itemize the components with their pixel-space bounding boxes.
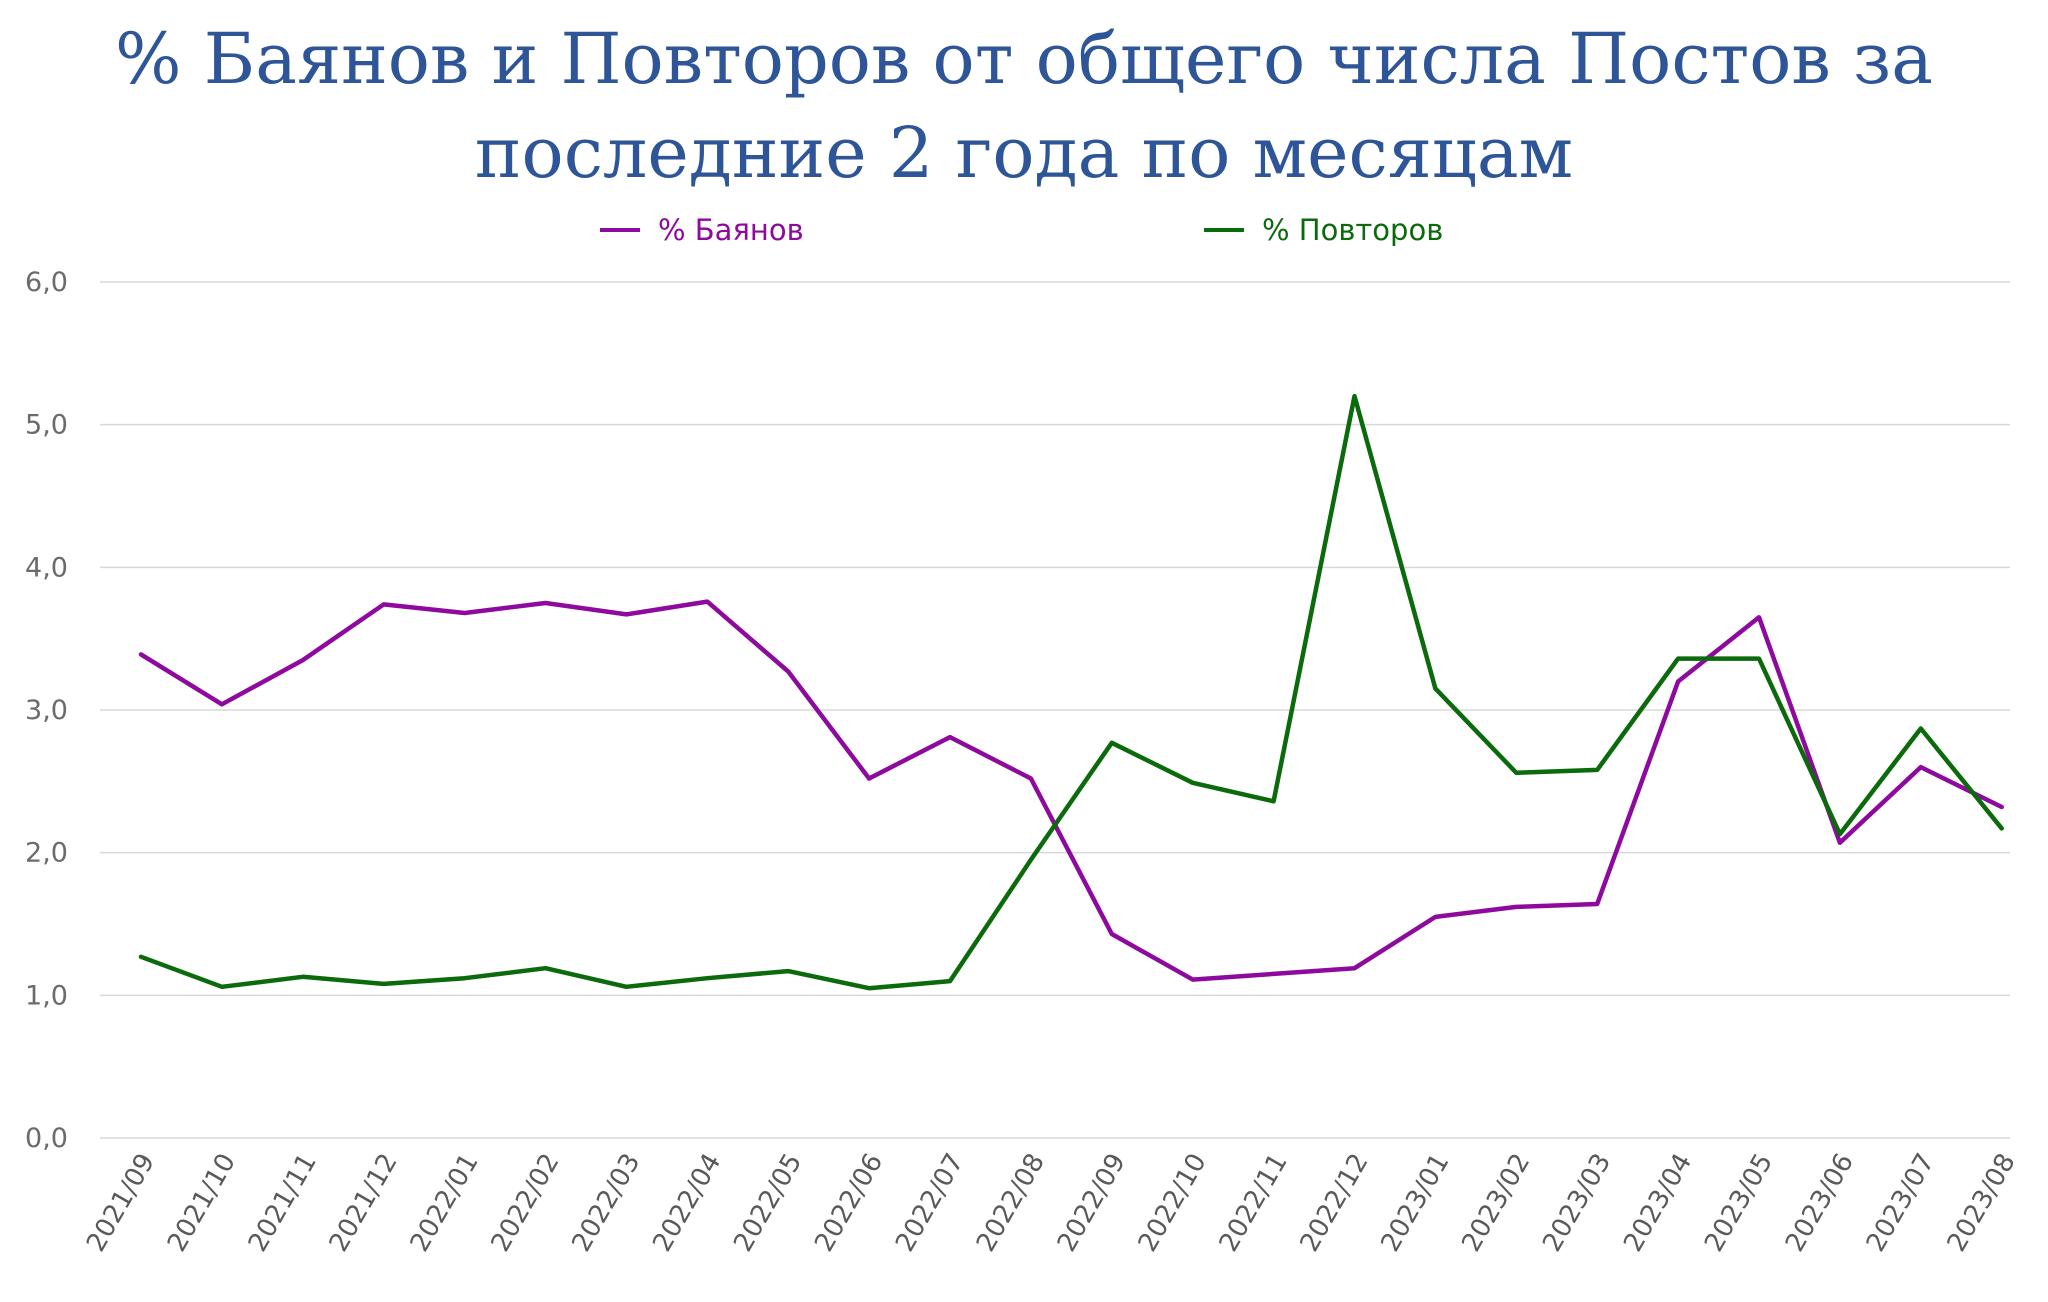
legend-label-repeats: % Повторов [1262, 213, 1444, 247]
x-tick-label-7: 2022/04 [647, 1149, 727, 1258]
x-tick-label-0: 2021/09 [81, 1149, 161, 1258]
x-tick-label-23: 2023/08 [1942, 1149, 2022, 1258]
x-tick-label-6: 2022/03 [566, 1149, 646, 1258]
x-tick-label-14: 2022/11 [1214, 1149, 1294, 1258]
x-tick-label-15: 2022/12 [1295, 1149, 1375, 1258]
x-tick-label-3: 2021/12 [324, 1149, 404, 1258]
legend-label-bayans: % Баянов [658, 213, 804, 247]
series-line-bayans [138, 599, 2004, 982]
x-tick-label-10: 2022/07 [890, 1149, 970, 1258]
x-tick-label-21: 2023/06 [1780, 1149, 1860, 1258]
x-tick-label-4: 2022/01 [405, 1149, 485, 1258]
x-tick-label-22: 2023/07 [1861, 1149, 1941, 1258]
chart-title-line-2: последние 2 года по месяцам [474, 112, 1574, 194]
x-tick-label-12: 2022/09 [1052, 1149, 1132, 1258]
x-tick-label-18: 2023/03 [1537, 1149, 1617, 1258]
y-tick-label-3: 3,0 [25, 695, 68, 726]
x-tick-label-9: 2022/06 [809, 1149, 889, 1258]
x-tick-label-16: 2023/01 [1375, 1149, 1455, 1258]
series-line-repeats [138, 393, 2004, 991]
y-tick-label-6: 6,0 [25, 267, 68, 298]
y-tick-label-4: 4,0 [25, 552, 68, 583]
chart-legend: % Баянов % Повторов [0, 208, 2048, 252]
y-tick-label-0: 0,0 [25, 1123, 68, 1154]
legend-item-bayans[interactable]: % Баянов [600, 208, 804, 252]
chart-title: % Баянов и Повторов от общего числа Пост… [0, 12, 2048, 200]
x-tick-label-1: 2021/10 [162, 1149, 242, 1258]
x-tick-label-8: 2022/05 [728, 1149, 808, 1258]
y-tick-label-2: 2,0 [25, 838, 68, 869]
x-tick-label-5: 2022/02 [486, 1149, 566, 1258]
legend-swatch-bayans [600, 228, 640, 232]
chart-title-line-1: % Баянов и Повторов от общего числа Пост… [115, 18, 1933, 100]
x-tick-label-19: 2023/04 [1618, 1149, 1698, 1258]
y-tick-label-1: 1,0 [25, 980, 68, 1011]
y-tick-label-5: 5,0 [25, 410, 68, 441]
legend-swatch-repeats [1204, 228, 1244, 232]
x-tick-label-20: 2023/05 [1699, 1149, 1779, 1258]
x-tick-label-13: 2022/10 [1133, 1149, 1213, 1258]
legend-item-repeats[interactable]: % Повторов [1204, 208, 1443, 252]
x-tick-label-17: 2023/02 [1456, 1149, 1536, 1258]
x-tick-label-2: 2021/11 [243, 1149, 323, 1258]
x-tick-label-11: 2022/08 [971, 1149, 1051, 1258]
